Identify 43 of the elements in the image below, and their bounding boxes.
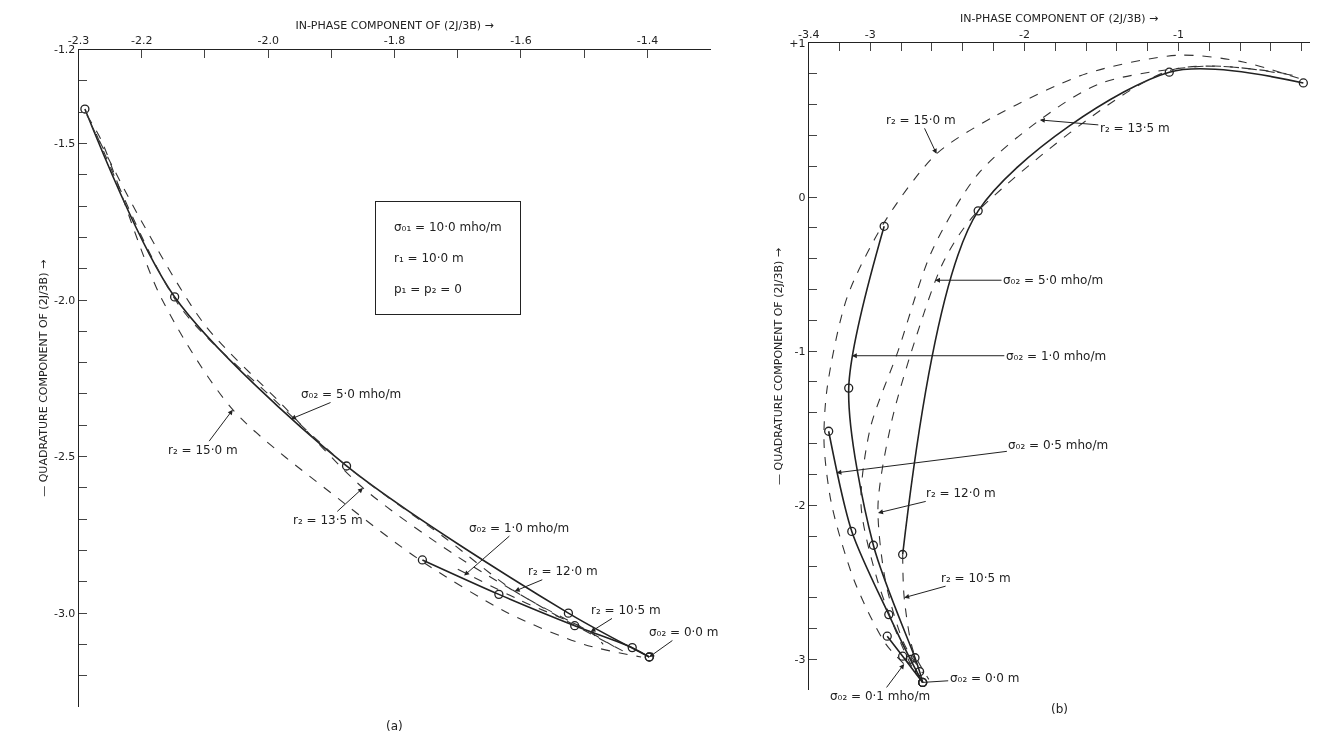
annotation: σ₀₂ = 5·0 mho/m [1003, 273, 1104, 287]
x-axis-title: IN-PHASE COMPONENT OF (2J/3B) → [295, 18, 494, 32]
y-tick-label: -3.0 [53, 607, 76, 621]
y-tick-label: -1 [794, 344, 806, 358]
annotation: r₂ = 12·0 m [926, 486, 996, 500]
y-tick-label: +1 [789, 36, 806, 50]
annotation: p₁ = p₂ = 0 [394, 282, 462, 297]
y-tick-label: 0 [798, 190, 806, 204]
y-axis-title: — QUADRATURE COMPONENT OF (2J/3B) → [771, 248, 785, 485]
annotation: r₂ = 15·0 m [886, 113, 956, 127]
y-tick-label: -2.5 [53, 450, 76, 464]
x-tick-label: -2.0 [257, 34, 279, 48]
annotation: r₂ = 10·5 m [591, 603, 661, 617]
y-tick-label: -3 [794, 653, 806, 667]
x-axis-title: IN-PHASE COMPONENT OF (2J/3B) → [959, 12, 1159, 26]
annotation: σ₀₂ = 0·1 mho/m [830, 689, 931, 703]
x-tick-label: -1 [1173, 27, 1184, 41]
y-tick-label: -2 [794, 499, 806, 513]
annotation: σ₀₂ = 5·0 mho/m [301, 387, 402, 401]
x-tick-label: -2.2 [131, 34, 153, 48]
x-tick-label: -2 [1018, 27, 1030, 41]
x-tick-label: -1.8 [383, 34, 406, 48]
annotation: r₂ = 13·5 m [1100, 121, 1170, 135]
annotation: σ₀₁ = 10·0 mho/m [394, 220, 502, 234]
x-tick-label: -1.6 [510, 34, 532, 48]
annotation: σ₀₂ = 0·0 m [649, 625, 719, 639]
text: (b) [1051, 702, 1068, 716]
y-tick-label: -2.0 [53, 293, 76, 307]
annotation: σ₀₂ = 1·0 mho/m [1006, 349, 1107, 363]
annotation: r₂ = 15·0 m [168, 443, 238, 457]
y-tick-label: -1.2 [53, 43, 76, 57]
annotation: r₂ = 12·0 m [528, 564, 598, 578]
x-tick-label: -3 [864, 27, 876, 41]
x-tick-label: -1.4 [636, 34, 659, 48]
annotation: r₂ = 10·5 m [941, 571, 1011, 585]
annotation: σ₀₂ = 1·0 mho/m [469, 521, 570, 535]
annotation: r₂ = 13·5 m [293, 513, 363, 527]
y-tick-label: -1.5 [53, 137, 76, 151]
text: (a) [386, 719, 403, 733]
annotation: σ₀₂ = 0·0 m [950, 671, 1020, 685]
y-axis-title: — QUADRATURE COMPONENT OF (2J/3B) → [36, 259, 50, 497]
annotation: σ₀₂ = 0·5 mho/m [1008, 438, 1109, 452]
annotation: r₁ = 10·0 m [394, 251, 464, 266]
